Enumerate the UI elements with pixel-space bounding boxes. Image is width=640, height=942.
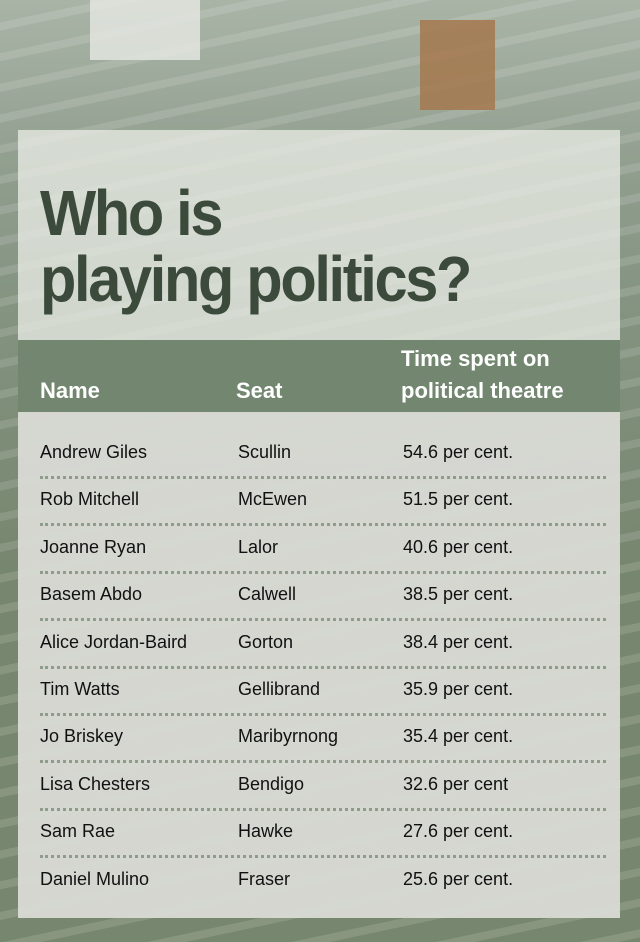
- row-divider: [40, 570, 606, 574]
- table-row: Rob Mitchell McEwen 51.5 per cent.: [40, 487, 596, 534]
- cell-time: 35.4 per cent.: [403, 726, 514, 747]
- page-title: Who is playing politics?: [40, 177, 472, 315]
- cell-name: Andrew Giles: [40, 442, 148, 462]
- cell-seat: Calwell: [238, 584, 297, 605]
- cell-seat: Bendigo: [238, 773, 305, 794]
- row-divider: [40, 523, 606, 527]
- cell-seat: McEwen: [238, 489, 308, 510]
- cell-time: 51.5 per cent.: [403, 489, 514, 510]
- cell-name: Joanne Ryan: [40, 536, 147, 557]
- cell-time: 35.9 per cent.: [403, 679, 514, 699]
- row-divider: [40, 618, 606, 622]
- cell-name: Lisa Chesters: [40, 773, 151, 794]
- cell-name: Basem Abdo: [40, 584, 143, 605]
- header-seat: Seat: [236, 378, 283, 403]
- table-row: Jo Briskey Maribyrnong 35.4 per cent.: [40, 724, 596, 771]
- cell-name: Jo Briskey: [40, 726, 124, 747]
- table-row: Sam Rae Hawke 27.6 per cent.: [40, 819, 596, 866]
- row-divider: [40, 713, 606, 716]
- cell-time: 27.6 per cent.: [403, 821, 514, 842]
- cell-name: Alice Jordan-Baird: [40, 631, 188, 652]
- table-header: Name Seat Time spent on political theatr…: [18, 340, 620, 412]
- photo-pillar: [90, 0, 200, 60]
- photo-speaker-chair: [420, 20, 495, 110]
- cell-seat: Fraser: [238, 868, 291, 889]
- cell-name: Sam Rae: [40, 821, 116, 842]
- table-row: Andrew Giles Scullin 54.6 per cent.: [40, 440, 596, 487]
- row-divider: [40, 855, 606, 859]
- table-row: Tim Watts Gellibrand 35.9 per cent.: [40, 677, 596, 724]
- cell-seat: Gellibrand: [238, 679, 321, 699]
- table-body: Andrew Giles Scullin 54.6 per cent. Rob Mit…: [18, 412, 620, 918]
- cell-name: Daniel Mulino: [40, 868, 150, 889]
- title-line-2: playing politics?: [40, 243, 472, 315]
- table-row: Joanne Ryan Lalor 40.6 per cent.: [40, 535, 596, 582]
- table-row: Basem Abdo Calwell 38.5 per cent.: [40, 582, 596, 629]
- table-row: Alice Jordan-Baird Gorton 38.4 per cent.: [40, 630, 596, 677]
- table-row: Daniel Mulino Fraser 25.6 per cent.: [40, 867, 596, 914]
- cell-name: Tim Watts: [40, 679, 120, 699]
- cell-time: 40.6 per cent.: [403, 536, 514, 557]
- cell-seat: Lalor: [238, 536, 279, 557]
- row-divider: [40, 476, 606, 479]
- cell-time: 38.4 per cent.: [403, 631, 514, 652]
- title-box: [18, 130, 620, 340]
- cell-time: 38.5 per cent.: [403, 584, 514, 605]
- table-row: Lisa Chesters Bendigo 32.6 per cent: [40, 772, 596, 819]
- cell-time: 32.6 per cent: [403, 773, 509, 794]
- row-divider: [40, 760, 606, 764]
- cell-seat: Scullin: [238, 442, 292, 462]
- title-line-1: Who is: [40, 177, 223, 249]
- cell-seat: Gorton: [238, 631, 294, 652]
- row-divider: [40, 665, 606, 669]
- cell-time: 25.6 per cent.: [403, 868, 514, 889]
- header-time-line-2: political theatre: [401, 378, 564, 403]
- row-divider: [40, 807, 606, 811]
- cell-name: Rob Mitchell: [40, 489, 140, 510]
- cell-seat: Maribyrnong: [238, 726, 339, 747]
- cell-seat: Hawke: [238, 821, 294, 842]
- header-time-line-1: Time spent on: [401, 346, 550, 371]
- cell-time: 54.6 per cent.: [403, 442, 514, 462]
- header-name: Name: [40, 378, 100, 403]
